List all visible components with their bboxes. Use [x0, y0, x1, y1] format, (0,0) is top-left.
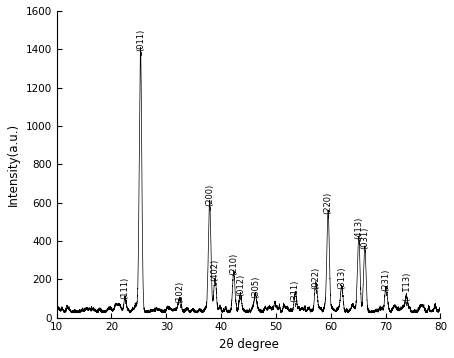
Text: (402): (402)	[211, 259, 220, 281]
Text: (111): (111)	[121, 277, 130, 299]
Text: (022): (022)	[311, 267, 321, 289]
Y-axis label: Intensity(a.u.): Intensity(a.u.)	[7, 123, 20, 206]
Text: (200): (200)	[205, 184, 214, 207]
Text: (012): (012)	[236, 274, 245, 296]
Text: (−1̅̅̅̅̅̅̅13): (−1̅̅̅̅̅̅̅13)	[402, 272, 411, 301]
Text: (210): (210)	[229, 253, 238, 275]
Text: (220): (220)	[324, 192, 333, 214]
Text: (102): (102)	[176, 281, 184, 303]
Text: (011): (011)	[136, 29, 145, 51]
Text: (311): (311)	[291, 280, 300, 302]
Text: (313): (313)	[337, 266, 346, 289]
Text: (305): (305)	[251, 276, 260, 299]
X-axis label: 2θ degree: 2θ degree	[219, 338, 278, 351]
Text: (031): (031)	[360, 226, 369, 249]
Text: (231): (231)	[382, 268, 391, 291]
Text: (413): (413)	[354, 217, 363, 239]
